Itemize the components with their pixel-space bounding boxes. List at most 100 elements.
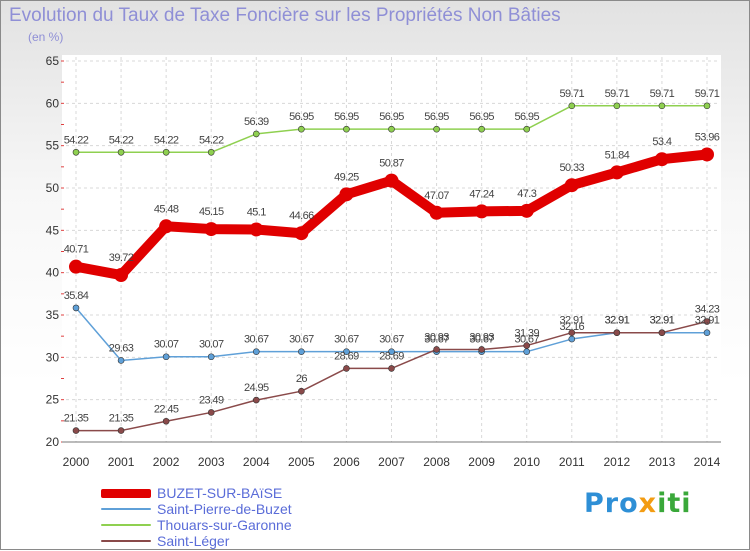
y-tick-label: 40 — [46, 266, 60, 280]
data-point-buzet — [204, 222, 219, 237]
data-label-thouars-sur-garonne: 56.95 — [469, 111, 494, 123]
chart-title: Evolution du Taux de Taxe Foncière sur l… — [9, 5, 561, 26]
legend-swatch-buzet — [101, 489, 151, 498]
data-label-saint-leger: 31.39 — [514, 328, 539, 340]
data-label-saint-pierre-de-buzet: 32.91 — [650, 315, 675, 327]
data-label-saint-leger: 32.91 — [605, 315, 630, 327]
y-tick-label: 35 — [46, 308, 60, 322]
data-point-saint-leger — [658, 329, 666, 336]
data-point-buzet — [700, 147, 714, 162]
data-label-buzet: 39.72 — [109, 252, 134, 264]
data-label-buzet: 45.1 — [247, 206, 266, 218]
data-point-buzet — [654, 152, 669, 167]
data-point-saint-leger — [523, 342, 531, 349]
data-point-thouars-sur-garonne — [568, 102, 576, 110]
data-point-thouars-sur-garonne — [523, 125, 531, 133]
data-label-saint-leger: 28.69 — [379, 350, 404, 362]
data-point-saint-leger — [162, 417, 170, 425]
legend-label-buzet: BUZET-SUR-BAïSE — [157, 485, 283, 501]
data-label-thouars-sur-garonne: 59.71 — [560, 88, 585, 100]
data-label-buzet: 45.15 — [199, 206, 224, 218]
data-point-thouars-sur-garonne — [388, 125, 395, 133]
data-label-saint-leger: 24.95 — [244, 382, 269, 394]
y-tick-label: 50 — [46, 181, 60, 195]
data-point-buzet — [429, 205, 444, 220]
x-tick-label: 2011 — [559, 455, 585, 469]
data-label-saint-leger: 21.35 — [64, 413, 89, 425]
data-label-saint-pierre-de-buzet: 30.67 — [469, 334, 494, 346]
data-point-thouars-sur-garonne — [343, 125, 350, 133]
data-point-buzet — [69, 259, 83, 274]
data-label-saint-leger: 26 — [296, 373, 308, 385]
y-tick-label: 60 — [46, 96, 60, 110]
data-label-buzet: 50.87 — [379, 158, 404, 170]
data-label-thouars-sur-garonne: 54.22 — [199, 134, 224, 146]
data-point-saint-pierre-de-buzet — [207, 353, 215, 361]
y-tick-label: 55 — [46, 139, 60, 153]
data-point-saint-leger — [298, 387, 305, 395]
data-point-buzet — [384, 173, 399, 188]
data-point-thouars-sur-garonne — [703, 102, 711, 110]
data-label-buzet: 50.33 — [560, 162, 585, 174]
legend-label-saint-pierre-de-buzet: Saint-Pierre-de-Buzet — [157, 501, 292, 517]
data-point-thouars-sur-garonne — [162, 148, 170, 156]
data-point-saint-pierre-de-buzet — [117, 357, 125, 364]
data-point-saint-pierre-de-buzet — [388, 348, 395, 355]
legend-swatch-saint-pierre-de-buzet — [101, 508, 151, 510]
data-label-thouars-sur-garonne: 56.39 — [244, 116, 269, 128]
data-point-buzet — [249, 222, 264, 237]
data-point-saint-leger — [252, 396, 260, 404]
legend-swatch-saint-leger — [101, 540, 151, 542]
data-label-thouars-sur-garonne: 59.71 — [695, 88, 720, 100]
y-tick-label: 45 — [46, 223, 60, 237]
data-point-saint-pierre-de-buzet — [252, 348, 260, 355]
data-point-thouars-sur-garonne — [252, 130, 260, 138]
y-tick-label: 20 — [46, 435, 60, 449]
data-label-saint-pierre-de-buzet: 30.07 — [154, 339, 179, 351]
legend-label-thouars-sur-garonne: Thouars-sur-Garonne — [157, 517, 292, 533]
data-point-saint-pierre-de-buzet — [523, 348, 531, 355]
data-point-buzet — [114, 268, 129, 283]
legend-label-saint-leger: Saint-Léger — [157, 533, 230, 549]
data-label-saint-pierre-de-buzet: 29.63 — [109, 342, 134, 354]
data-label-buzet: 47.07 — [424, 190, 449, 202]
data-label-saint-pierre-de-buzet: 30.67 — [514, 334, 539, 346]
data-label-saint-leger: 32.91 — [650, 315, 675, 327]
data-label-saint-pierre-de-buzet: 30.07 — [199, 339, 224, 351]
data-point-buzet — [564, 178, 579, 193]
data-label-buzet: 53.96 — [695, 131, 720, 143]
data-label-buzet: 53.4 — [652, 136, 671, 148]
data-label-saint-leger: 34.23 — [695, 304, 720, 316]
x-tick-label: 2010 — [513, 455, 540, 469]
data-label-buzet: 51.84 — [605, 149, 630, 161]
x-tick-label: 2000 — [63, 455, 90, 469]
data-point-thouars-sur-garonne — [433, 125, 440, 133]
data-label-saint-pierre-de-buzet: 30.67 — [289, 334, 314, 346]
data-point-thouars-sur-garonne — [117, 148, 125, 156]
data-label-saint-pierre-de-buzet: 35.84 — [64, 290, 89, 302]
data-label-thouars-sur-garonne: 54.22 — [154, 134, 179, 146]
x-tick-label: 2003 — [198, 455, 225, 469]
data-point-saint-leger — [613, 329, 621, 336]
x-tick-label: 2001 — [108, 455, 135, 469]
data-point-saint-leger — [343, 365, 350, 372]
data-point-thouars-sur-garonne — [658, 102, 666, 110]
data-label-buzet: 45.48 — [154, 203, 179, 215]
data-point-thouars-sur-garonne — [72, 148, 80, 156]
data-label-buzet: 49.25 — [334, 171, 359, 183]
data-point-buzet — [159, 219, 174, 234]
x-tick-label: 2013 — [649, 455, 676, 469]
x-tick-label: 2012 — [604, 455, 631, 469]
data-label-saint-pierre-de-buzet: 30.67 — [424, 334, 449, 346]
x-tick-label: 2002 — [153, 455, 180, 469]
data-label-saint-pierre-de-buzet: 30.67 — [334, 334, 359, 346]
data-label-saint-leger: 30.93 — [424, 331, 449, 343]
y-tick-label: 25 — [46, 393, 60, 407]
data-point-saint-pierre-de-buzet — [568, 335, 576, 343]
data-label-saint-pierre-de-buzet: 32.91 — [605, 315, 630, 327]
y-tick-label: 30 — [46, 350, 60, 364]
data-point-buzet — [609, 165, 624, 180]
data-point-saint-leger — [568, 329, 576, 336]
